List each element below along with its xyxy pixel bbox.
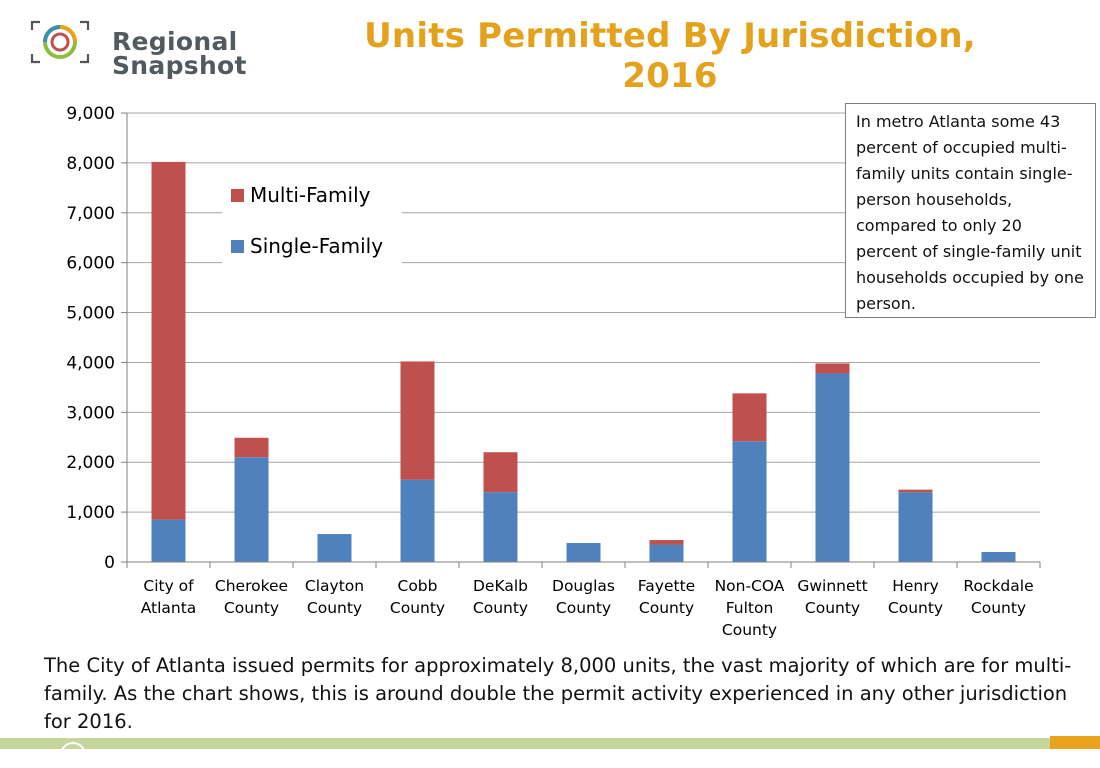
- x-tick-label: Henry: [892, 577, 939, 595]
- x-tick-label: County: [805, 599, 860, 617]
- x-tick-label: Fayette: [638, 577, 695, 595]
- y-tick-label: 7,000: [66, 204, 115, 224]
- x-tick-label: County: [971, 599, 1026, 617]
- footer-band: [0, 738, 1100, 749]
- y-tick-label: 3,000: [66, 403, 115, 423]
- bar-multi-family: [234, 437, 269, 458]
- y-tick-label: 2,000: [66, 453, 115, 473]
- x-tick-label: DeKalb: [473, 577, 528, 595]
- bar-single-family: [483, 492, 518, 562]
- legend-swatch: [231, 189, 244, 202]
- legend-background: [222, 175, 402, 265]
- bar-single-family: [400, 479, 435, 562]
- bar-multi-family: [898, 489, 933, 493]
- bar-multi-family: [815, 363, 850, 374]
- logo-line-2: Snapshot: [112, 51, 247, 80]
- legend-swatch: [231, 240, 244, 253]
- y-tick-label: 4,000: [66, 353, 115, 373]
- footer-accent: [1050, 736, 1100, 749]
- footer-circle-icon: [60, 742, 86, 768]
- logo-icon: [30, 20, 90, 64]
- x-tick-label: County: [473, 599, 528, 617]
- x-tick-label: County: [307, 599, 362, 617]
- caption-text: The City of Atlanta issued permits for a…: [44, 654, 1072, 733]
- legend-label: Multi-Family: [250, 183, 371, 207]
- x-axis: City of Atlanta Cherokee County Clayton Count…: [126, 561, 1041, 639]
- x-tick-label: Fulton: [726, 599, 774, 617]
- x-tick-label: Clayton: [305, 577, 364, 595]
- x-tick-label: County: [390, 599, 445, 617]
- bar-single-family: [317, 534, 352, 562]
- bar-multi-family: [151, 161, 186, 520]
- x-tick-label: County: [722, 621, 777, 639]
- logo-text: Regional Snapshot: [112, 27, 247, 80]
- x-tick-label: County: [224, 599, 279, 617]
- y-tick-label: 6,000: [66, 254, 115, 274]
- bar-multi-family: [732, 393, 767, 442]
- x-tick-label: Non-COA: [715, 577, 785, 595]
- bar-multi-family: [400, 361, 435, 480]
- bar-multi-family: [649, 540, 684, 545]
- stacked-bar-chart: 0 1,000 2,000 3,000 4,000 5,000 6,000 7,000 8,00…: [66, 104, 1041, 639]
- logo-line-1: Regional: [112, 27, 238, 56]
- bars: [151, 161, 1016, 562]
- bar-single-family: [981, 552, 1016, 562]
- y-tick-label: 5,000: [66, 304, 115, 324]
- bar-single-family: [898, 492, 933, 562]
- x-tick-label: County: [556, 599, 611, 617]
- legend: Multi-Family Single-Family: [222, 175, 402, 265]
- y-tick-label: 9,000: [66, 104, 115, 124]
- x-tick-label: County: [888, 599, 943, 617]
- bar-single-family: [151, 519, 186, 562]
- y-tick-label: 8,000: [66, 154, 115, 174]
- regional-snapshot-logo: Regional Snapshot: [24, 16, 246, 78]
- bar-single-family: [566, 543, 601, 562]
- x-tick-label: Douglas: [552, 577, 615, 595]
- x-tick-label: Cherokee: [215, 577, 288, 595]
- x-tick-label: City of: [143, 577, 194, 595]
- bar-single-family: [234, 457, 269, 562]
- callout-box: In metro Atlanta some 43 percent of occu…: [845, 103, 1096, 318]
- x-tick-label: Rockdale: [963, 577, 1033, 595]
- x-tick-label: County: [639, 599, 694, 617]
- bar-multi-family: [483, 452, 518, 493]
- y-tick-label: 1,000: [66, 503, 115, 523]
- x-tick-label: Cobb: [398, 577, 438, 595]
- bar-single-family: [732, 441, 767, 562]
- x-tick-label: Atlanta: [141, 599, 197, 617]
- bar-single-family: [649, 544, 684, 562]
- y-tick-label: 0: [104, 553, 115, 573]
- chart-title: Units Permitted By Jurisdiction, 2016: [364, 16, 976, 96]
- y-axis: 0 1,000 2,000 3,000 4,000 5,000 6,000 7,000 8,00…: [66, 104, 128, 573]
- bar-single-family: [815, 373, 850, 562]
- legend-label: Single-Family: [250, 234, 383, 258]
- x-tick-label: Gwinnett: [797, 577, 867, 595]
